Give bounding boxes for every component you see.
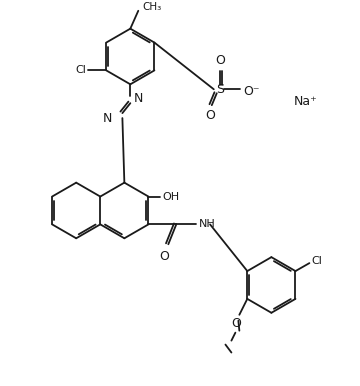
Text: CH₃: CH₃ <box>142 2 162 12</box>
Text: O: O <box>205 109 215 122</box>
Text: O⁻: O⁻ <box>244 85 260 98</box>
Text: Cl: Cl <box>311 256 322 266</box>
Text: OH: OH <box>162 191 180 201</box>
Text: O: O <box>159 250 169 263</box>
Text: N: N <box>133 92 143 105</box>
Text: NH: NH <box>199 219 216 229</box>
Text: O: O <box>231 317 241 330</box>
Text: S: S <box>216 83 224 96</box>
Text: O: O <box>215 54 225 68</box>
Text: N: N <box>103 112 112 125</box>
Text: Na⁺: Na⁺ <box>294 95 318 108</box>
Text: Cl: Cl <box>76 65 86 75</box>
